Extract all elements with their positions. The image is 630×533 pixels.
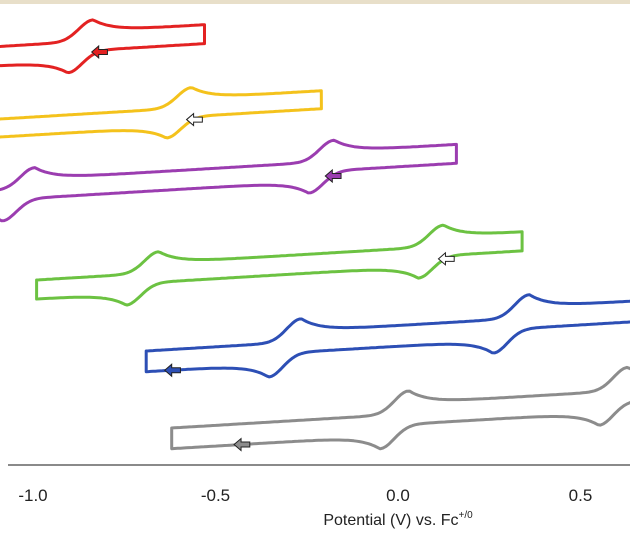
cv-trace <box>170 365 630 451</box>
top-border-band <box>0 0 630 4</box>
scan-arrow-icon <box>90 44 108 60</box>
voltammogram-curves <box>0 18 630 451</box>
scan-arrow-icon <box>324 168 342 184</box>
scan-arrow-icon <box>185 112 203 127</box>
x-axis-title-superscript: +/0 <box>458 510 473 521</box>
cv-trace <box>35 223 524 307</box>
scan-arrow-icon <box>437 251 455 266</box>
x-tick-label: -0.5 <box>201 486 230 505</box>
x-axis-title: Potential (V) vs. Fc+/0 <box>323 510 473 529</box>
cv-trace <box>144 293 630 379</box>
x-tick-label: 0.0 <box>386 486 410 505</box>
scan-arrow-icon <box>163 363 181 378</box>
scan-direction-arrows <box>90 44 455 452</box>
cv-trace <box>0 138 458 223</box>
x-axis-title-text: Potential (V) vs. Fc <box>323 512 458 529</box>
cv-trace <box>0 18 206 75</box>
x-tick-labels: -2.0-1.5-1.0-0.50.00.51.0 <box>18 486 593 505</box>
x-tick-label: -1.0 <box>18 486 47 505</box>
x-tick-label: 0.5 <box>569 486 593 505</box>
scan-arrow-icon <box>233 437 251 452</box>
cv-trace <box>0 86 323 140</box>
